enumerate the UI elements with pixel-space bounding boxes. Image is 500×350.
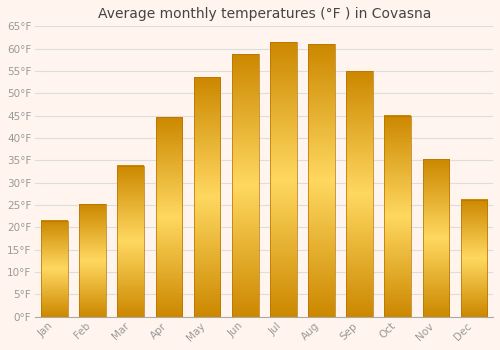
Title: Average monthly temperatures (°F ) in Covasna: Average monthly temperatures (°F ) in Co… [98,7,431,21]
